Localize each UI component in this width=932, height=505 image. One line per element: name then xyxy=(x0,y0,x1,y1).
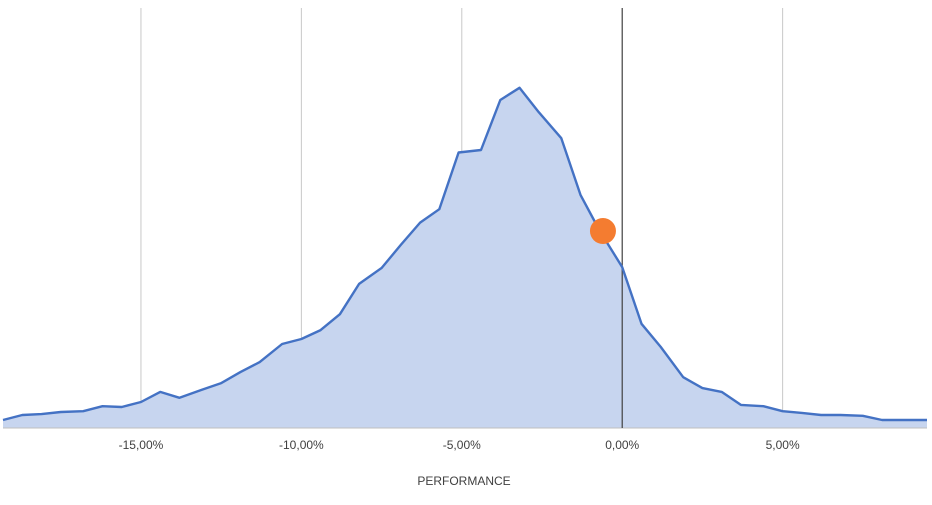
distribution-area xyxy=(3,87,927,429)
x-tick-label: -5,00% xyxy=(443,438,481,452)
distribution-line xyxy=(2,86,927,422)
x-tick-labels: -15,00% -10,00% -5,00% 0,00% 5,00% xyxy=(119,438,800,452)
x-tick-label: 0,00% xyxy=(605,438,639,452)
x-tick-label: 5,00% xyxy=(766,438,800,452)
current-value-marker xyxy=(589,218,616,245)
x-axis-title: PERFORMANCE xyxy=(417,474,510,488)
x-tick-label: -15,00% xyxy=(119,438,164,452)
x-tick-label: -10,00% xyxy=(279,438,324,452)
